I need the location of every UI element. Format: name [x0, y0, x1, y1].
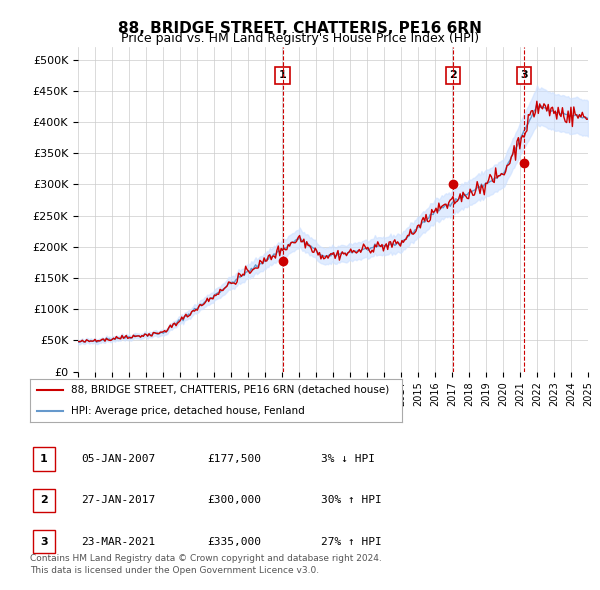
Text: 27-JAN-2017: 27-JAN-2017 — [81, 496, 155, 505]
Text: 88, BRIDGE STREET, CHATTERIS, PE16 6RN (detached house): 88, BRIDGE STREET, CHATTERIS, PE16 6RN (… — [71, 385, 389, 395]
Text: 1: 1 — [40, 454, 47, 464]
Text: 05-JAN-2007: 05-JAN-2007 — [81, 454, 155, 464]
Text: 88, BRIDGE STREET, CHATTERIS, PE16 6RN: 88, BRIDGE STREET, CHATTERIS, PE16 6RN — [118, 21, 482, 35]
FancyBboxPatch shape — [33, 530, 55, 553]
Text: £335,000: £335,000 — [207, 537, 261, 546]
Text: £300,000: £300,000 — [207, 496, 261, 505]
Text: 2: 2 — [449, 70, 457, 80]
Text: 30% ↑ HPI: 30% ↑ HPI — [321, 496, 382, 505]
Text: 3% ↓ HPI: 3% ↓ HPI — [321, 454, 375, 464]
FancyBboxPatch shape — [33, 489, 55, 512]
Text: 3: 3 — [40, 537, 47, 546]
Text: 1: 1 — [278, 70, 286, 80]
Text: 2: 2 — [40, 496, 47, 505]
Text: £177,500: £177,500 — [207, 454, 261, 464]
Text: Price paid vs. HM Land Registry's House Price Index (HPI): Price paid vs. HM Land Registry's House … — [121, 32, 479, 45]
Text: 27% ↑ HPI: 27% ↑ HPI — [321, 537, 382, 546]
Text: 3: 3 — [520, 70, 528, 80]
Text: 23-MAR-2021: 23-MAR-2021 — [81, 537, 155, 546]
FancyBboxPatch shape — [33, 447, 55, 471]
Text: Contains HM Land Registry data © Crown copyright and database right 2024.
This d: Contains HM Land Registry data © Crown c… — [30, 555, 382, 575]
Text: HPI: Average price, detached house, Fenland: HPI: Average price, detached house, Fenl… — [71, 407, 305, 416]
